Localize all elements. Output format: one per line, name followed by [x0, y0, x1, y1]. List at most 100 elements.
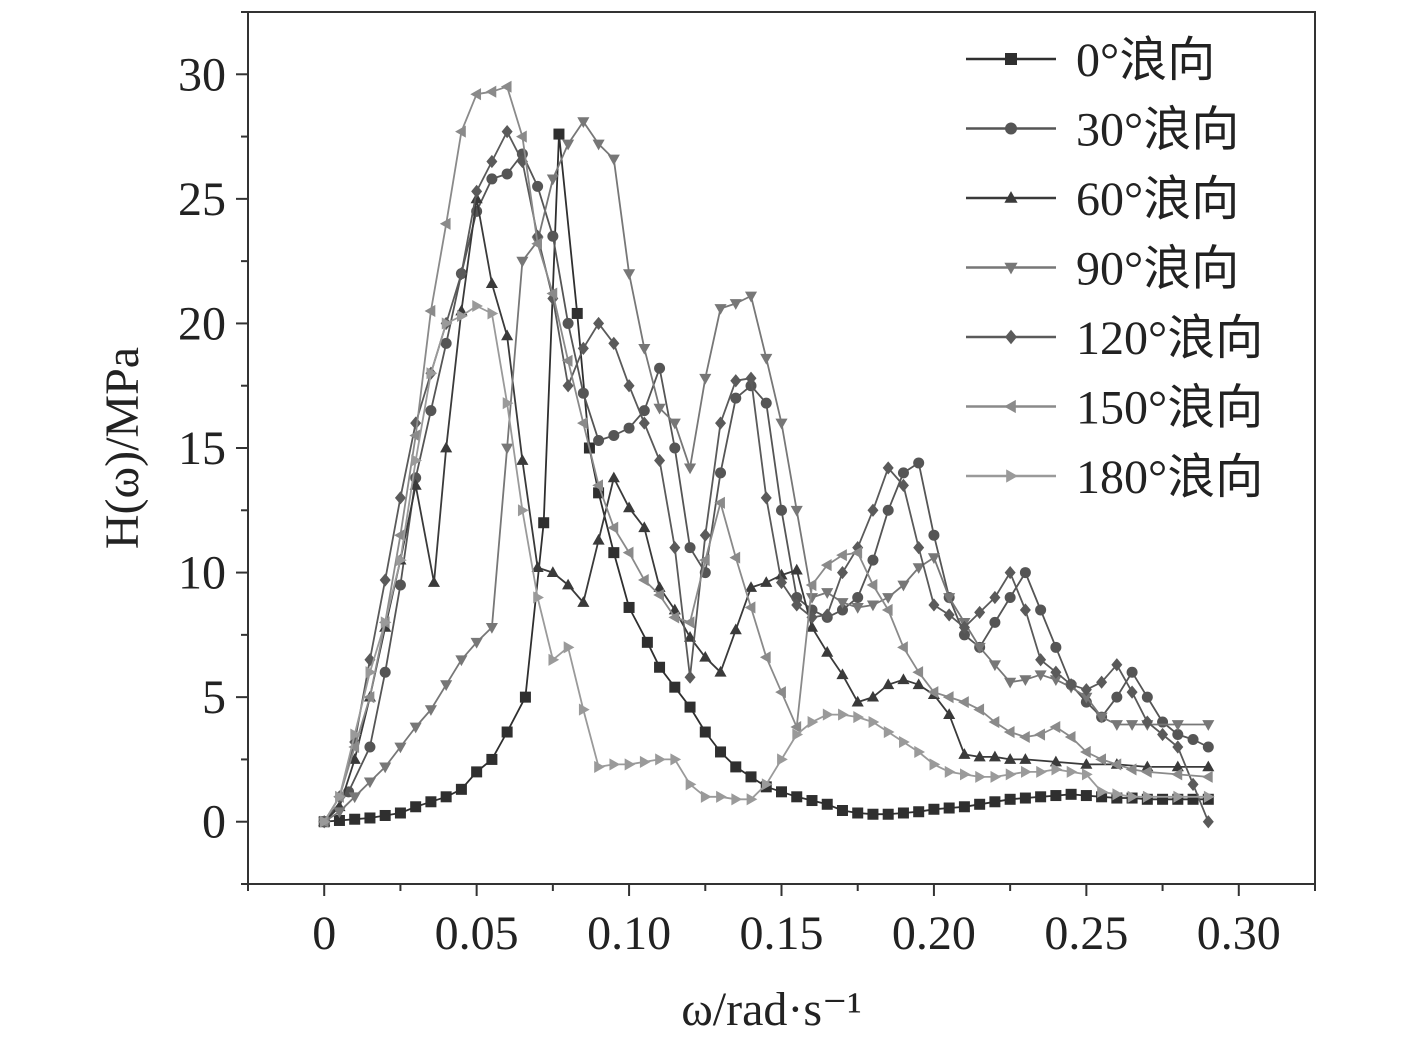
- data-point: [562, 139, 575, 151]
- data-point: [914, 745, 926, 759]
- data-point: [593, 487, 605, 499]
- data-point: [668, 611, 680, 624]
- data-point: [608, 336, 620, 350]
- data-point: [364, 741, 376, 753]
- data-point: [363, 691, 375, 704]
- data-point: [1171, 720, 1184, 731]
- legend-marker: [1004, 262, 1018, 275]
- data-point: [609, 758, 621, 771]
- data-point: [607, 154, 620, 166]
- data-point: [623, 422, 635, 434]
- data-point: [1141, 691, 1153, 703]
- data-point: [912, 666, 924, 679]
- data-point: [1050, 641, 1062, 653]
- data-point: [426, 367, 438, 380]
- data-point: [1171, 768, 1183, 781]
- series-line: [323, 153, 1209, 823]
- data-point: [1050, 790, 1062, 802]
- data-point: [440, 337, 452, 349]
- data-point: [715, 467, 727, 479]
- data-point: [424, 705, 437, 716]
- data-point: [1019, 603, 1031, 617]
- data-point: [958, 748, 971, 759]
- data-point: [501, 443, 514, 455]
- data-point: [867, 554, 879, 566]
- data-point: [638, 521, 651, 533]
- data-point: [623, 601, 635, 613]
- data-point: [867, 503, 879, 517]
- data-point: [441, 317, 453, 330]
- data-point: [623, 379, 635, 393]
- data-point: [729, 299, 742, 310]
- data-point: [379, 762, 392, 774]
- data-point: [1020, 765, 1032, 778]
- data-point: [427, 576, 441, 587]
- data-point: [913, 457, 925, 469]
- legend-item: 120°浪向: [966, 312, 1263, 365]
- data-point: [882, 593, 895, 604]
- data-point: [486, 753, 498, 765]
- data-point: [792, 728, 804, 741]
- data-point: [836, 604, 848, 616]
- data-point: [897, 641, 908, 654]
- data-point: [714, 304, 727, 315]
- data-point: [1202, 720, 1215, 731]
- data-point: [989, 590, 1001, 605]
- data-point: [531, 561, 544, 572]
- data-point: [394, 579, 406, 591]
- data-point: [364, 812, 376, 824]
- data-point: [394, 807, 406, 819]
- data-point: [562, 578, 575, 590]
- data-point: [836, 549, 847, 562]
- data-point: [775, 418, 788, 430]
- legend-marker: [1006, 469, 1018, 483]
- data-point: [958, 696, 969, 709]
- data-point: [486, 154, 498, 169]
- legend-label: 150°浪向: [1076, 382, 1263, 435]
- series-5: [317, 80, 1213, 828]
- data-point: [608, 430, 620, 442]
- data-point: [394, 529, 405, 542]
- data-point: [899, 735, 910, 749]
- data-point: [563, 641, 575, 654]
- data-point: [821, 645, 834, 657]
- data-point: [988, 750, 1001, 762]
- data-point: [912, 563, 925, 574]
- y-tick-label: 30: [178, 48, 226, 101]
- data-point: [699, 726, 711, 738]
- data-point: [883, 725, 895, 739]
- data-point: [929, 758, 941, 771]
- data-point: [531, 237, 543, 250]
- data-point: [684, 670, 696, 684]
- data-point: [669, 442, 681, 454]
- data-point: [348, 753, 361, 764]
- data-point: [409, 429, 421, 442]
- data-point: [761, 778, 773, 791]
- data-point: [440, 791, 452, 803]
- legend-item: 180°浪向: [966, 451, 1263, 504]
- data-point: [973, 750, 986, 762]
- data-point: [470, 88, 482, 101]
- legend-item: 30°浪向: [966, 104, 1239, 157]
- data-point: [349, 813, 361, 825]
- data-point: [853, 711, 865, 724]
- data-point: [335, 790, 346, 803]
- data-point: [1034, 728, 1046, 741]
- data-point: [729, 623, 742, 635]
- legend-label: 90°浪向: [1076, 243, 1239, 296]
- y-axis-title: H(ω)/MPa: [96, 347, 149, 549]
- y-tick-label: 25: [178, 173, 226, 226]
- data-point: [852, 591, 864, 603]
- y-tick-label: 10: [178, 547, 226, 600]
- data-point: [866, 600, 880, 612]
- data-point: [1036, 765, 1047, 778]
- data-point: [592, 533, 605, 545]
- data-point: [578, 703, 590, 716]
- data-point: [394, 742, 407, 754]
- data-point: [943, 593, 956, 604]
- data-point: [592, 139, 605, 151]
- legend-marker: [1005, 329, 1017, 345]
- x-tick-label: 0.10: [587, 907, 671, 960]
- data-point: [805, 621, 819, 632]
